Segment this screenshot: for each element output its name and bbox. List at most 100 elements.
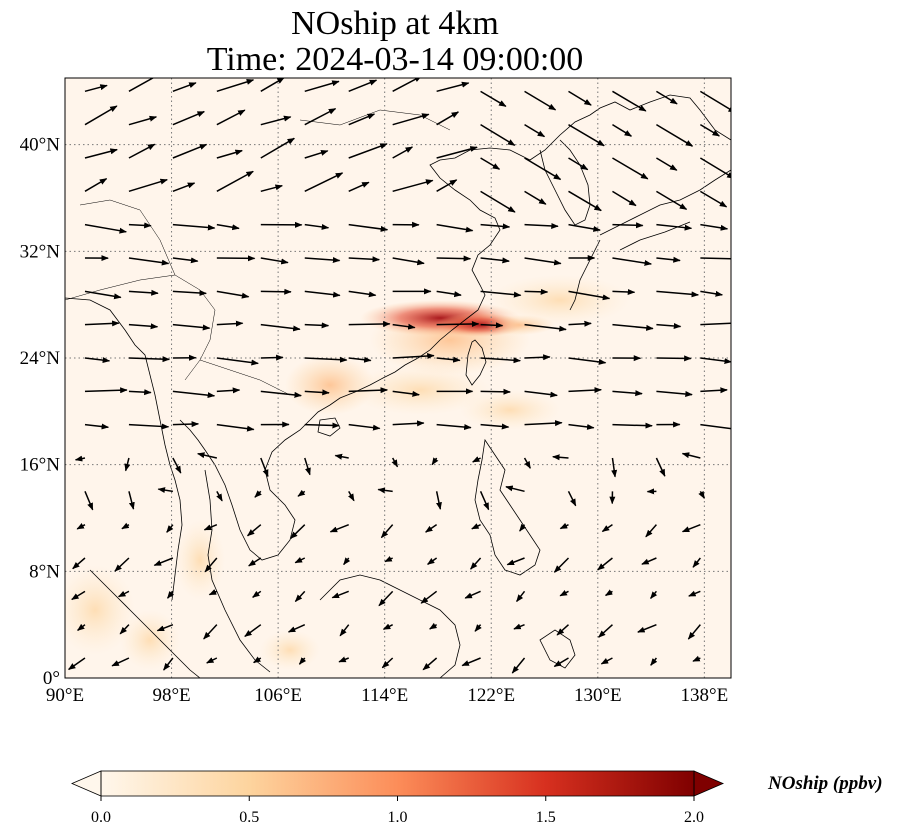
wind-arrow (392, 179, 434, 193)
wind-arrow (656, 157, 678, 171)
wind-arrow (111, 657, 130, 667)
wind-arrow (117, 590, 130, 598)
wind-arrow (699, 190, 728, 208)
wind-arrow (77, 623, 86, 631)
wind-arrow (304, 457, 311, 476)
wind-arrow (391, 457, 399, 468)
wind-arrow (334, 453, 349, 460)
wind-arrow (656, 322, 682, 329)
wind-arrow (298, 657, 307, 665)
lon-tick-label: 106°E (254, 685, 302, 706)
wind-arrow (436, 290, 462, 298)
wind-arrow (128, 289, 159, 296)
wind-arrow (480, 357, 521, 364)
wind-arrow (304, 80, 340, 93)
lat-tick-label: 32°N (20, 241, 61, 262)
wind-arrow (511, 657, 526, 674)
wind-arrow (216, 423, 255, 432)
wind-arrow (612, 288, 636, 295)
wind-arrow (172, 289, 207, 296)
wind-arrow (436, 111, 460, 126)
wind-arrow (425, 524, 438, 533)
wind-arrow (128, 143, 156, 159)
wind-arrow (700, 223, 729, 231)
wind-arrow (656, 390, 693, 397)
coastline-east-asia (309, 94, 731, 421)
wind-arrow (216, 387, 241, 394)
wind-arrow (331, 590, 349, 599)
wind-arrow (84, 84, 108, 93)
wind-arrow (392, 78, 423, 92)
wind-arrow (516, 590, 526, 603)
wind-arrow (304, 107, 337, 126)
wind-arrow (505, 485, 525, 493)
wind-arrow (612, 390, 643, 397)
wind-arrow (698, 490, 705, 499)
wind-arrow (699, 90, 731, 113)
wind-arrow (294, 590, 306, 603)
wind-arrow (244, 624, 262, 638)
wind-arrow (612, 323, 654, 331)
map-plot-area (64, 77, 732, 679)
wind-arrow (381, 657, 394, 669)
wind-arrow (348, 143, 388, 159)
wind-arrow (260, 257, 289, 265)
wind-arrow (119, 624, 130, 635)
wind-arrow (480, 157, 501, 170)
wind-arrow (472, 456, 481, 463)
wind-arrow (513, 623, 525, 630)
colorbar-tick-label: 1.0 (388, 809, 408, 826)
wind-arrow (128, 222, 152, 229)
wind-arrow (128, 115, 158, 126)
wind-arrow (338, 656, 349, 663)
wind-arrow (656, 256, 681, 263)
wind-arrow (436, 81, 470, 93)
wind-arrow (392, 352, 435, 359)
wind-arrow (422, 657, 438, 671)
coastline-borneo (319, 574, 461, 678)
wind-arrow (681, 523, 701, 533)
wind-arrow (172, 390, 216, 399)
wind-arrow (568, 124, 605, 147)
wind-arrow (260, 323, 301, 332)
wind-arrow (287, 623, 306, 633)
wind-arrow (523, 457, 531, 469)
coastline-taiwan (465, 339, 487, 386)
coastline-philippines (474, 438, 541, 576)
wind-arrow (480, 124, 516, 146)
wind-arrow (436, 255, 472, 262)
wind-arrow (600, 657, 613, 665)
wind-arrow (216, 490, 223, 502)
wind-arrow (260, 390, 302, 398)
wind-arrow (204, 557, 218, 573)
wind-arrow (128, 389, 152, 396)
wind-arrow (294, 557, 306, 564)
wind-arrow (645, 524, 657, 538)
wind-arrow (76, 523, 86, 530)
wind-arrow (568, 290, 611, 301)
wind-arrow (348, 113, 376, 126)
colorbar: 0.0 0.5 1.0 1.5 2.0 NOship (ppbv) (70, 770, 883, 826)
wind-arrow (700, 387, 728, 394)
wind-arrow (480, 90, 507, 107)
wind-arrow (656, 124, 694, 147)
wind-arrow (216, 109, 246, 126)
wind-arrow (84, 177, 108, 192)
wind-vectors (68, 78, 731, 674)
wind-arrow (568, 223, 601, 232)
coastline-malay (204, 469, 271, 673)
wind-arrow (471, 523, 481, 530)
wind-arrow (474, 624, 482, 632)
coastlines (65, 94, 731, 678)
wind-arrow (339, 624, 350, 637)
wind-arrow (114, 557, 130, 572)
wind-arrow (611, 457, 618, 478)
wind-arrow (436, 179, 458, 192)
wind-arrow (128, 257, 170, 266)
wind-arrow (524, 323, 567, 332)
wind-arrow (524, 354, 551, 361)
wind-arrow (552, 454, 569, 461)
wind-arrow (74, 455, 86, 462)
wind-arrow (700, 257, 731, 260)
wind-arrow (480, 322, 504, 329)
